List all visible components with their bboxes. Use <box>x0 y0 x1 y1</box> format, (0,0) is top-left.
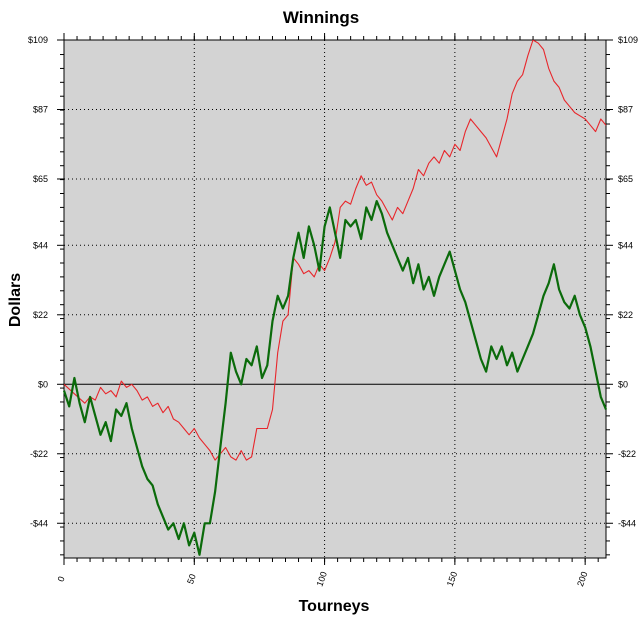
x-axis-label: Tourneys <box>299 598 370 615</box>
y-tick-label-left: -$44 <box>30 518 48 528</box>
y-tick-label-left: $87 <box>33 104 48 114</box>
y-tick-label-right: $0 <box>618 379 628 389</box>
y-tick-label-right: $22 <box>618 310 633 320</box>
x-tick-label: 100 <box>314 570 329 588</box>
series-line-red <box>63 39 607 461</box>
y-tick-label-right: $87 <box>618 104 633 114</box>
y-tick-label-right: $44 <box>618 240 633 250</box>
x-tick-label: 50 <box>185 573 198 586</box>
y-tick-label-left: $22 <box>33 310 48 320</box>
y-axis-label: Dollars <box>7 273 24 327</box>
chart-title: Winnings <box>283 8 359 27</box>
x-tick-label: 0 <box>56 575 67 583</box>
series-line-green <box>62 200 608 556</box>
y-tick-label-left: -$22 <box>30 449 48 459</box>
x-tick-label: 150 <box>445 570 460 588</box>
series-group <box>62 39 608 556</box>
plot-background <box>63 39 607 559</box>
y-tick-label-left: $44 <box>33 240 48 250</box>
y-tick-label-left: $0 <box>38 379 48 389</box>
y-tick-label-left: $65 <box>33 174 48 184</box>
y-tick-label-left: $109 <box>28 35 48 45</box>
y-tick-label-right: $65 <box>618 174 633 184</box>
y-tick-label-right: $109 <box>618 35 638 45</box>
y-tick-label-right: -$22 <box>618 449 636 459</box>
axis-ticks: $109 $109 $87 $87 $65 $65 $44 $44 $22 $22 $0 $0 -$22… <box>28 33 638 588</box>
x-tick-label: 200 <box>575 570 590 588</box>
y-tick-label-right: -$44 <box>618 518 636 528</box>
